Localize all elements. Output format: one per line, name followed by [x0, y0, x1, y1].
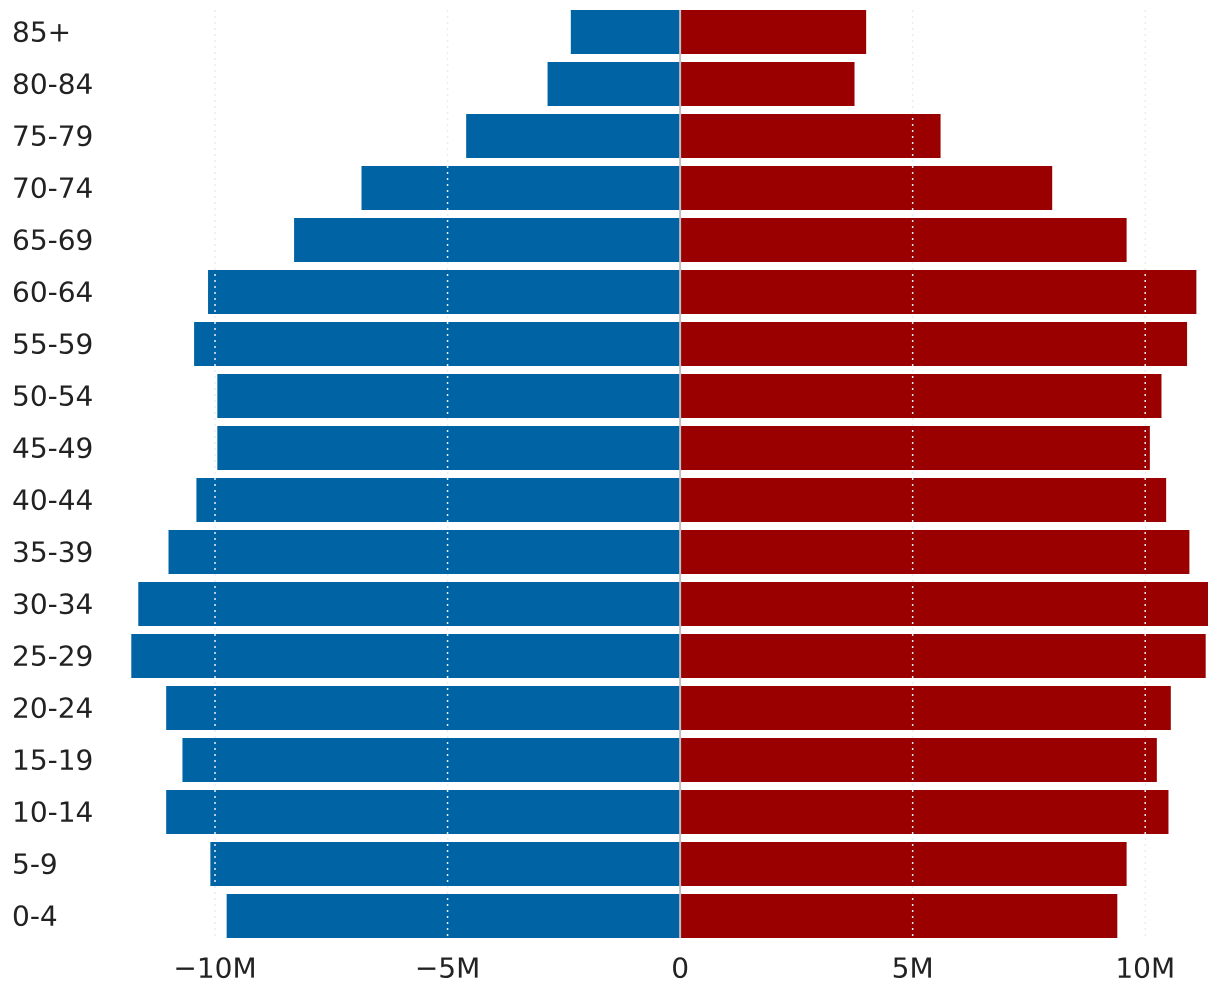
bar-right-25-29 — [680, 634, 1206, 678]
bar-right-85+ — [680, 10, 867, 54]
bar-right-5-9 — [680, 842, 1127, 886]
bar-right-35-39 — [680, 530, 1190, 574]
bar-right-40-44 — [680, 478, 1167, 522]
x-tick-label: 10M — [1115, 952, 1175, 985]
bar-right-10-14 — [680, 790, 1169, 834]
bar-right-70-74 — [680, 166, 1053, 210]
category-label: 40-44 — [12, 484, 93, 517]
bar-left-35-39 — [168, 530, 681, 574]
category-label: 85+ — [12, 16, 71, 49]
bar-left-45-49 — [217, 426, 681, 470]
bar-left-70-74 — [361, 166, 681, 210]
category-label: 45-49 — [12, 432, 93, 465]
bars — [131, 10, 1208, 938]
category-label: 30-34 — [12, 588, 93, 621]
x-axis-tick-labels: −10M −5M 0 5M 10M — [173, 952, 1175, 985]
category-label: 15-19 — [12, 744, 93, 777]
x-tick-label: 5M — [892, 952, 934, 985]
bar-right-55-59 — [680, 322, 1188, 366]
x-tick-label: 0 — [671, 952, 689, 985]
bar-left-60-64 — [208, 270, 681, 314]
bar-left-65-69 — [294, 218, 681, 262]
category-label: 55-59 — [12, 328, 93, 361]
bar-right-20-24 — [680, 686, 1171, 730]
category-label: 60-64 — [12, 276, 93, 309]
category-label: 70-74 — [12, 172, 93, 205]
bar-left-55-59 — [194, 322, 681, 366]
bar-left-30-34 — [138, 582, 681, 626]
bar-right-75-79 — [680, 114, 941, 158]
bar-right-50-54 — [680, 374, 1162, 418]
bar-right-15-19 — [680, 738, 1157, 782]
category-labels: 85+ 80-84 75-79 70-74 65-69 60-64 55-59 50-54 45… — [12, 16, 93, 933]
bar-left-50-54 — [217, 374, 681, 418]
category-label: 75-79 — [12, 120, 93, 153]
category-label: 20-24 — [12, 692, 93, 725]
bar-right-80-84 — [680, 62, 855, 106]
bar-left-80-84 — [547, 62, 681, 106]
bar-right-0-4 — [680, 894, 1118, 938]
x-tick-label: −10M — [173, 952, 256, 985]
category-label: 80-84 — [12, 68, 93, 101]
category-label: 10-14 — [12, 796, 93, 829]
bar-left-20-24 — [166, 686, 681, 730]
category-label: 0-4 — [12, 900, 58, 933]
bar-right-45-49 — [680, 426, 1150, 470]
bar-left-10-14 — [166, 790, 681, 834]
bar-left-5-9 — [210, 842, 681, 886]
bar-left-25-29 — [131, 634, 681, 678]
category-label: 35-39 — [12, 536, 93, 569]
bar-left-85+ — [570, 10, 681, 54]
bar-left-40-44 — [196, 478, 681, 522]
category-label: 50-54 — [12, 380, 93, 413]
category-label: 5-9 — [12, 848, 58, 881]
bar-left-0-4 — [226, 894, 681, 938]
bar-right-30-34 — [680, 582, 1208, 626]
category-label: 25-29 — [12, 640, 93, 673]
x-tick-label: −5M — [415, 952, 480, 985]
bar-right-60-64 — [680, 270, 1197, 314]
bar-left-15-19 — [182, 738, 681, 782]
category-label: 65-69 — [12, 224, 93, 257]
bar-right-65-69 — [680, 218, 1127, 262]
bar-left-75-79 — [466, 114, 681, 158]
